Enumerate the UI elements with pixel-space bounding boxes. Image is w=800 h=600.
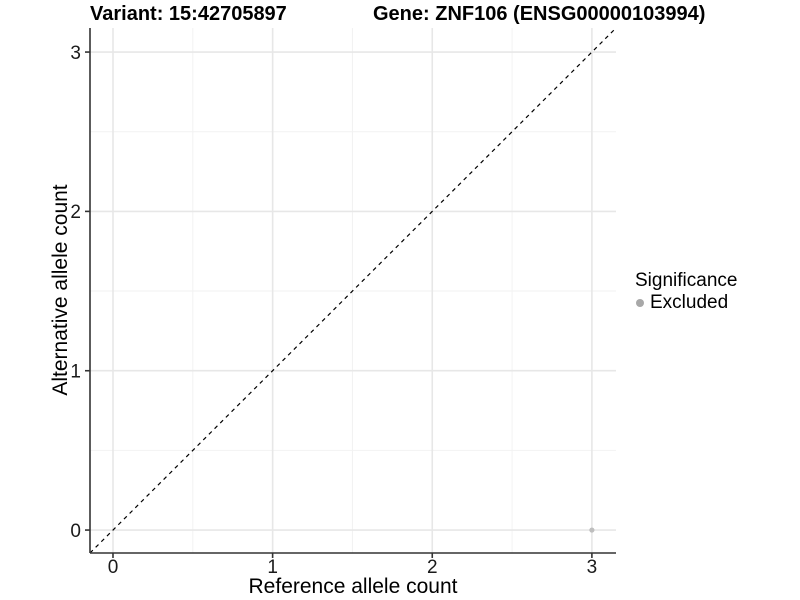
legend-item-label: Excluded bbox=[650, 292, 729, 313]
x-tick-label: 2 bbox=[427, 557, 438, 578]
plot-title-variant: Variant: 15:42705897 bbox=[90, 3, 287, 25]
plot-title-gene: Gene: ZNF106 (ENSG00000103994) bbox=[373, 3, 706, 25]
legend-title: Significance bbox=[635, 270, 738, 291]
x-axis-title: Reference allele count bbox=[248, 575, 458, 598]
x-tick-label: 0 bbox=[108, 557, 119, 578]
y-tick-label: 1 bbox=[70, 362, 81, 383]
legend-item-excluded: Excluded bbox=[632, 292, 737, 313]
identity-reference-line bbox=[89, 27, 617, 554]
y-tick-label: 0 bbox=[70, 521, 81, 542]
legend-swatch-excluded-icon bbox=[636, 299, 644, 307]
y-axis-title: Alternative allele count bbox=[49, 184, 72, 396]
y-tick-label: 3 bbox=[70, 43, 81, 64]
x-tick-label: 3 bbox=[587, 557, 598, 578]
y-tick-label: 2 bbox=[70, 202, 81, 223]
data-point bbox=[589, 527, 595, 533]
x-tick-label: 1 bbox=[267, 557, 278, 578]
legend: Significance Excluded bbox=[632, 270, 737, 313]
